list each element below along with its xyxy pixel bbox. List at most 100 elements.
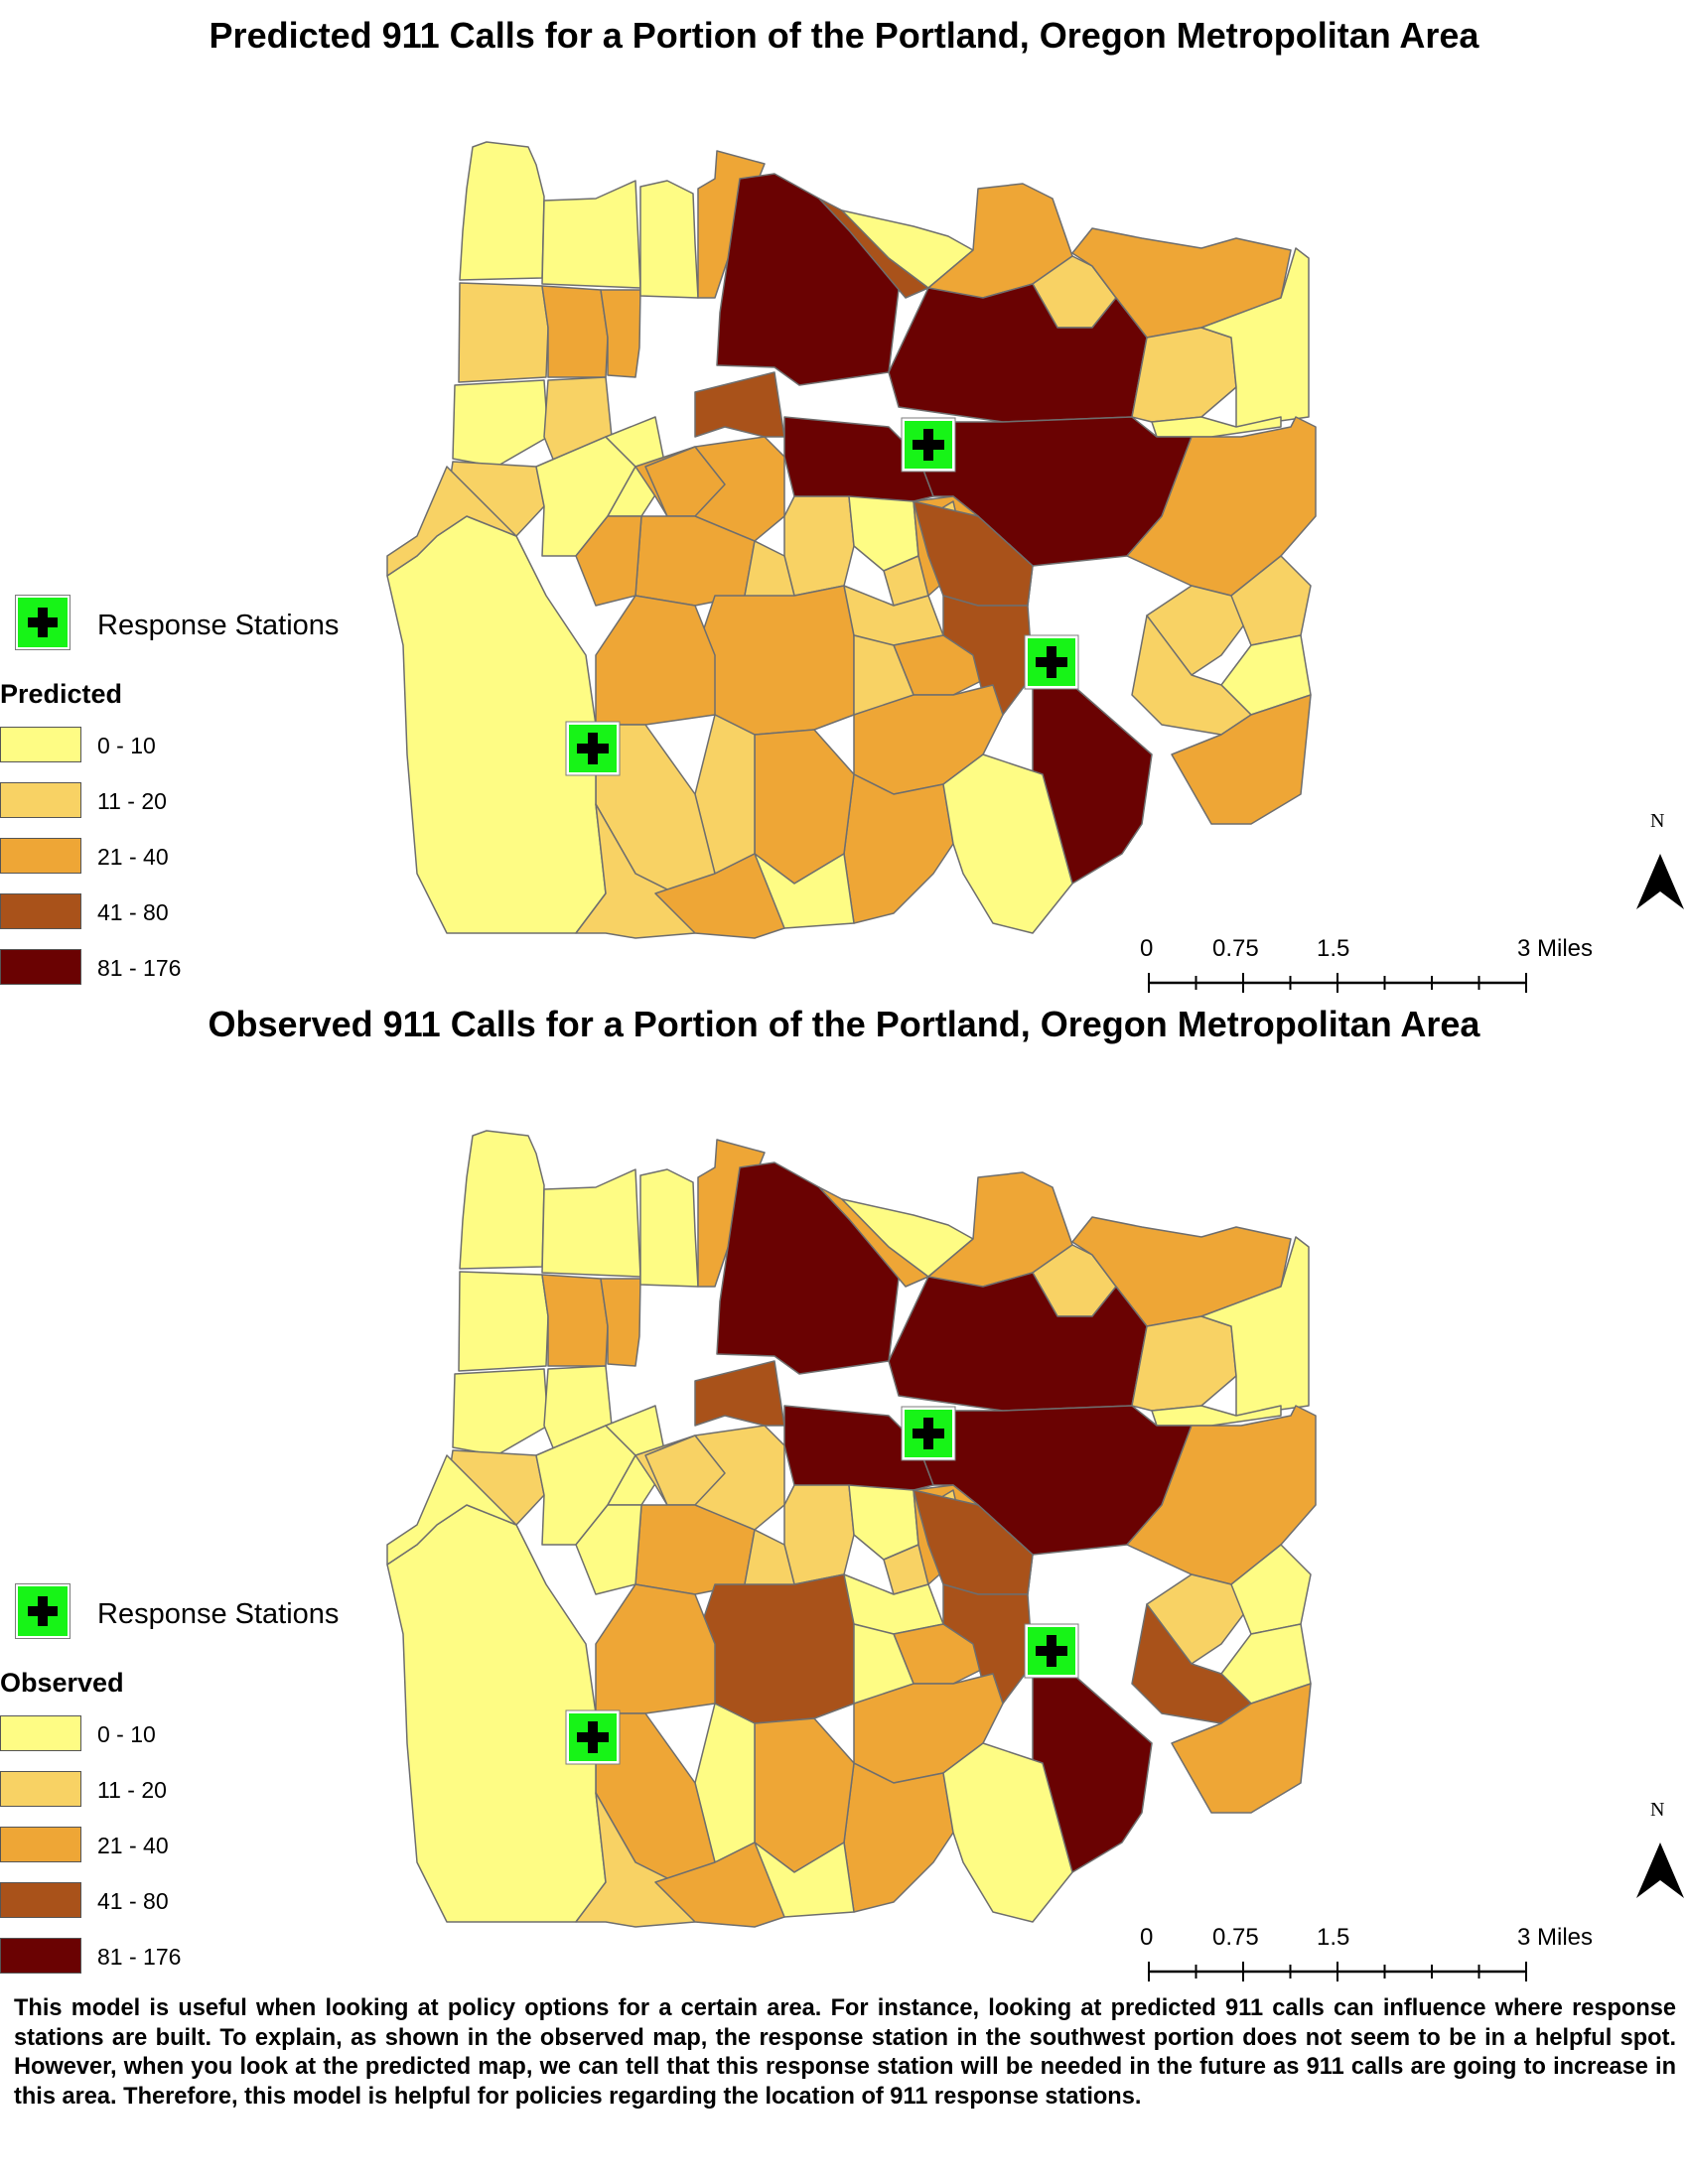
legend-label-3: 41 - 80 <box>97 899 169 925</box>
region-central-e <box>694 1360 785 1427</box>
response-station-marker <box>901 417 956 473</box>
legend-swatch-2 <box>0 1827 81 1862</box>
north-arrow-icon <box>1636 854 1684 909</box>
scale-label-1-5: 1.5 <box>1317 1924 1350 1951</box>
legend-label-2: 21 - 40 <box>97 1833 169 1858</box>
region-central-h <box>783 1484 855 1585</box>
region-south-a <box>694 1573 855 1724</box>
predicted-scale-bar <box>1148 973 1527 993</box>
response-station-legend-icon <box>16 596 70 649</box>
region-north-i <box>888 1272 1148 1412</box>
response-stations-label: Response Stations <box>97 610 340 641</box>
legend-label-2: 21 - 40 <box>97 844 169 870</box>
scale-label-0-75: 0.75 <box>1212 1924 1259 1951</box>
region-south-i <box>843 773 954 924</box>
observed-north-arrow <box>1636 1843 1684 1898</box>
region-far-west-3 <box>458 282 549 383</box>
legend-label-1: 11 - 20 <box>97 788 167 814</box>
region-far-west-3 <box>458 1271 549 1372</box>
response-station-marker <box>901 1406 956 1461</box>
region-north-c <box>716 1161 905 1375</box>
region-south-h <box>853 634 914 716</box>
region-east-f <box>1171 694 1312 825</box>
observed-map-title: Observed 911 Calls for a Portion of the … <box>208 1004 1480 1044</box>
legend-swatch-0 <box>0 1715 81 1751</box>
observed-legend: Response Stations Observed 0 - 10 11 - 2… <box>0 1584 377 1991</box>
legend-label-3: 41 - 80 <box>97 1888 169 1914</box>
legend-label-1: 11 - 20 <box>97 1777 167 1803</box>
region-east-c <box>1230 1544 1312 1635</box>
region-north-h <box>1071 227 1292 339</box>
region-south-b <box>595 1583 716 1714</box>
region-south-j <box>942 1742 1073 1923</box>
north-label: N <box>1650 810 1665 832</box>
region-south-a <box>694 585 855 736</box>
scale-label-0: 0 <box>1140 1924 1154 1951</box>
observed-scale-bar <box>1148 1962 1527 1981</box>
predicted-regions <box>386 141 1317 939</box>
predicted-map <box>386 141 1684 993</box>
region-far-west-6 <box>452 1368 549 1456</box>
region-north-h <box>1071 1216 1292 1327</box>
region-far-west-2 <box>541 180 641 289</box>
response-stations-label: Response Stations <box>97 1598 340 1630</box>
region-central-e <box>694 371 785 438</box>
observed-map <box>386 1130 1684 1981</box>
region-far-west-6 <box>452 379 549 468</box>
region-southwest-b <box>386 1454 517 1566</box>
region-southwest-c <box>575 1792 696 1928</box>
region-northeast-b <box>1200 247 1310 428</box>
region-central-h <box>783 495 855 597</box>
region-south-b <box>595 595 716 726</box>
observed-legend-heading: Observed <box>0 1668 124 1698</box>
region-north-a <box>639 180 699 299</box>
north-label: N <box>1650 1799 1665 1821</box>
response-station-legend-icon <box>16 1584 70 1638</box>
region-far-west-4 <box>541 1274 609 1367</box>
scale-label-1-5: 1.5 <box>1317 935 1350 962</box>
response-station-marker <box>565 721 621 776</box>
predicted-legend: Response Stations Predicted 0 - 10 11 - … <box>0 596 377 1003</box>
legend-swatch-1 <box>0 1771 81 1807</box>
observed-station-markers <box>565 1406 1079 1765</box>
region-southwest-d <box>654 853 785 939</box>
predicted-map-title: Predicted 911 Calls for a Portion of the… <box>209 15 1479 56</box>
scale-label-0-75: 0.75 <box>1212 935 1259 962</box>
legend-label-0: 0 - 10 <box>97 1721 156 1747</box>
legend-label-4: 81 - 176 <box>97 955 182 981</box>
region-central-f <box>783 416 934 502</box>
region-central-b <box>644 1434 726 1506</box>
region-south-i <box>843 1762 954 1913</box>
predicted-legend-heading: Predicted <box>0 679 123 709</box>
observed-regions <box>386 1130 1317 1928</box>
region-far-west-4 <box>541 285 609 378</box>
region-south-j <box>942 753 1073 934</box>
region-northeast-b <box>1200 1236 1310 1417</box>
legend-swatch-3 <box>0 893 81 929</box>
predicted-station-markers <box>565 417 1079 776</box>
caption-paragraph: This model is useful when looking at pol… <box>14 1995 1676 2110</box>
region-far-west-1 <box>459 141 545 281</box>
north-arrow-icon <box>1636 1843 1684 1898</box>
region-far-west-1 <box>459 1130 545 1270</box>
region-east-f <box>1171 1683 1312 1814</box>
region-north-a <box>639 1168 699 1288</box>
predicted-north-arrow <box>1636 854 1684 909</box>
legend-swatch-0 <box>0 727 81 762</box>
legend-label-4: 81 - 176 <box>97 1944 182 1970</box>
region-northeast-a <box>1131 1315 1237 1412</box>
legend-swatch-1 <box>0 782 81 818</box>
legend-label-0: 0 - 10 <box>97 733 156 758</box>
region-southwest-c <box>575 803 696 939</box>
legend-swatch-4 <box>0 1938 81 1974</box>
region-east-c <box>1230 555 1312 646</box>
region-central-d <box>575 1504 642 1595</box>
region-central-d <box>575 515 642 607</box>
legend-swatch-4 <box>0 949 81 985</box>
region-central-f <box>783 1405 934 1491</box>
scale-label-3-miles: 3 Miles <box>1517 1924 1594 1951</box>
region-southwest-d <box>654 1842 785 1928</box>
region-far-west-2 <box>541 1168 641 1278</box>
legend-swatch-2 <box>0 838 81 874</box>
scale-label-3-miles: 3 Miles <box>1517 935 1594 962</box>
